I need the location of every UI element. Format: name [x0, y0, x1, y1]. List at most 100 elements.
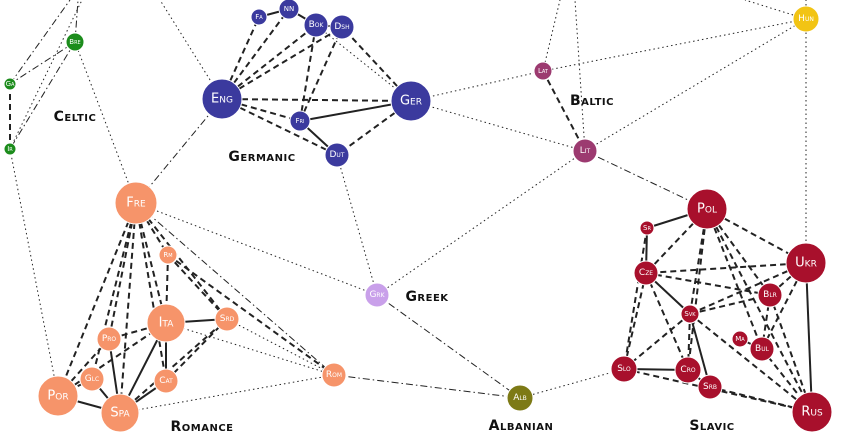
- group-label: Celtic: [54, 109, 97, 125]
- node: [785, 242, 827, 284]
- edge: [333, 374, 521, 399]
- node: [329, 14, 355, 40]
- node-label: Por: [47, 389, 68, 404]
- nodes: Eng Ger Fri Dut Bok Dsh NN Fa Bre Ga Ir Lat Lit Hun Fr…: [3, 0, 833, 433]
- edge: [623, 227, 648, 370]
- node: [680, 304, 700, 324]
- node-label: Fre: [126, 196, 146, 211]
- node-label: Eng: [211, 92, 233, 107]
- node-label: Hun: [798, 14, 814, 24]
- node: [610, 355, 638, 383]
- edge: [689, 294, 771, 315]
- node: [697, 374, 723, 400]
- edge: [805, 262, 813, 413]
- group-label: Albanian: [489, 418, 554, 434]
- edge: [119, 318, 228, 414]
- group-label: Baltic: [570, 93, 614, 109]
- edge: [744, 0, 807, 20]
- edge: [74, 41, 137, 204]
- node: [792, 5, 820, 33]
- edge: [9, 148, 59, 397]
- edge: [376, 150, 586, 296]
- node-label: Rom: [326, 370, 342, 380]
- node-label: Cro: [680, 365, 695, 375]
- node: [201, 78, 243, 120]
- node: [633, 260, 659, 286]
- edge: [167, 254, 228, 320]
- edge: [623, 368, 813, 413]
- edge: [645, 272, 689, 371]
- edge: [221, 98, 338, 156]
- group-label: Germanic: [228, 149, 295, 165]
- node-label: NN: [284, 5, 294, 13]
- node-label: Grk: [369, 290, 385, 300]
- edge: [689, 262, 807, 315]
- edge: [135, 202, 335, 376]
- node: [96, 326, 122, 352]
- node: [572, 138, 598, 164]
- node: [250, 8, 268, 26]
- edge: [706, 208, 771, 296]
- edge: [341, 26, 412, 102]
- node-label: Bok: [309, 20, 325, 30]
- node-label: Glc: [85, 374, 100, 384]
- edge: [135, 98, 223, 204]
- node: [731, 330, 749, 348]
- edge: [574, 0, 586, 152]
- edge: [221, 8, 290, 100]
- edge: [542, 70, 586, 152]
- edge: [119, 202, 137, 414]
- edge: [119, 374, 335, 414]
- node: [390, 80, 432, 122]
- edge: [761, 348, 813, 413]
- node-label: Ukr: [795, 256, 817, 271]
- edge: [376, 294, 521, 399]
- node: [278, 0, 300, 20]
- edge: [221, 98, 412, 102]
- node-label: Pro: [102, 334, 117, 344]
- node: [749, 336, 775, 362]
- group-labels: Celtic Germanic Baltic Greek Romance Albanian…: [54, 93, 735, 435]
- node: [114, 181, 158, 225]
- node: [364, 282, 390, 308]
- node-label: Slo: [617, 364, 631, 374]
- edge: [410, 70, 544, 102]
- node: [686, 188, 728, 230]
- node: [100, 393, 140, 433]
- node: [79, 366, 105, 392]
- node: [674, 356, 702, 384]
- node: [289, 110, 311, 132]
- edge: [167, 254, 335, 376]
- edge: [57, 202, 137, 397]
- edge: [706, 208, 763, 350]
- node-label: Fa: [255, 13, 263, 21]
- edge: [410, 100, 586, 152]
- node: [321, 362, 347, 388]
- node-label: Rm: [163, 251, 172, 259]
- edge: [74, 0, 79, 43]
- edge: [135, 202, 228, 320]
- group-label: Romance: [170, 419, 233, 435]
- edge: [623, 272, 647, 370]
- node-label: Bre: [69, 38, 80, 46]
- node-label: Bul: [755, 344, 770, 354]
- node: [791, 391, 833, 433]
- node: [37, 375, 79, 417]
- edge: [761, 262, 807, 350]
- edge: [645, 272, 771, 296]
- node: [153, 368, 179, 394]
- node: [506, 384, 534, 412]
- node-label: Alb: [513, 393, 527, 403]
- node-label: Svk: [684, 310, 696, 318]
- node-label: Cze: [639, 268, 653, 278]
- edge: [165, 254, 169, 324]
- edge: [769, 294, 813, 413]
- node-label: Lit: [580, 146, 591, 156]
- node-label: Ir: [7, 145, 13, 153]
- edge: [299, 26, 343, 122]
- edge: [542, 0, 561, 72]
- group-label: Greek: [405, 289, 449, 305]
- node: [303, 12, 329, 38]
- edge: [706, 208, 813, 413]
- edge: [9, 41, 76, 150]
